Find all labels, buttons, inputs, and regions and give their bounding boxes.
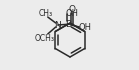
Text: CH₃: CH₃ bbox=[39, 8, 53, 18]
Text: O: O bbox=[68, 4, 75, 14]
Text: OCH₃: OCH₃ bbox=[35, 34, 55, 42]
Text: OH: OH bbox=[79, 22, 92, 32]
Text: OH: OH bbox=[66, 8, 79, 18]
Text: N: N bbox=[54, 21, 61, 29]
Text: B: B bbox=[65, 20, 71, 28]
